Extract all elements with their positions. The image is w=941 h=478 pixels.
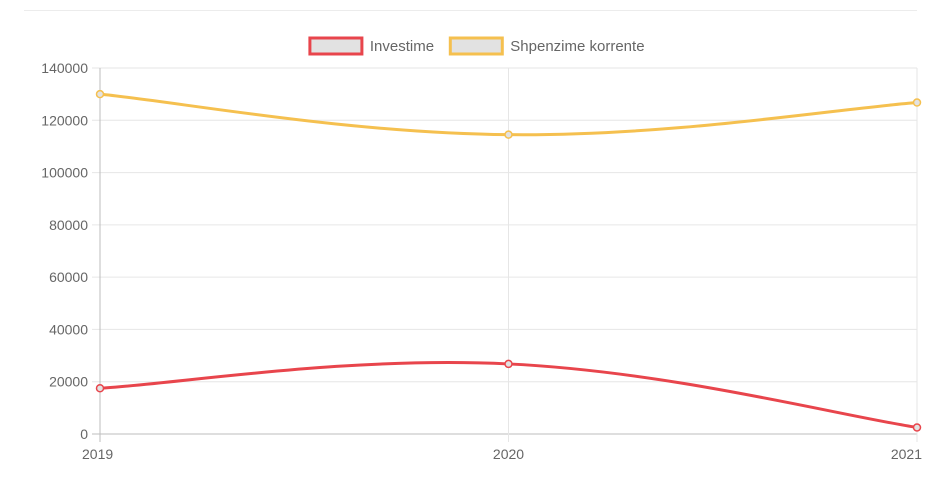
- y-tick-label: 40000: [49, 321, 88, 337]
- series-layer: [95, 89, 922, 432]
- legend-swatch: [308, 36, 364, 56]
- legend-label: Investime: [370, 38, 434, 55]
- y-tick-label: 140000: [41, 60, 88, 76]
- x-tick-label: 2021: [891, 446, 922, 462]
- data-point: [95, 384, 105, 393]
- legend-label: Shpenzime korrente: [510, 38, 644, 55]
- top-divider: [24, 10, 917, 11]
- data-point: [95, 89, 105, 99]
- data-point: [912, 423, 922, 432]
- y-tick-label: 60000: [49, 269, 88, 285]
- y-tick-label: 20000: [49, 374, 88, 390]
- y-tick-label: 100000: [41, 165, 88, 181]
- y-tick-label: 120000: [41, 112, 88, 128]
- y-tick-label: 80000: [49, 217, 88, 233]
- y-tick-label: 0: [80, 426, 88, 442]
- axes: 0 20000 40000 60000 80000 100000 120000 140000 2…: [41, 60, 922, 462]
- data-point: [504, 130, 513, 139]
- x-tick-label: 2019: [82, 446, 113, 462]
- data-point: [912, 98, 922, 107]
- grid-lines: [92, 67, 918, 442]
- data-point: [504, 359, 513, 369]
- legend: Investime Shpenzime korrente: [308, 36, 645, 56]
- legend-swatch: [448, 36, 504, 56]
- x-tick-label: 2020: [493, 446, 524, 462]
